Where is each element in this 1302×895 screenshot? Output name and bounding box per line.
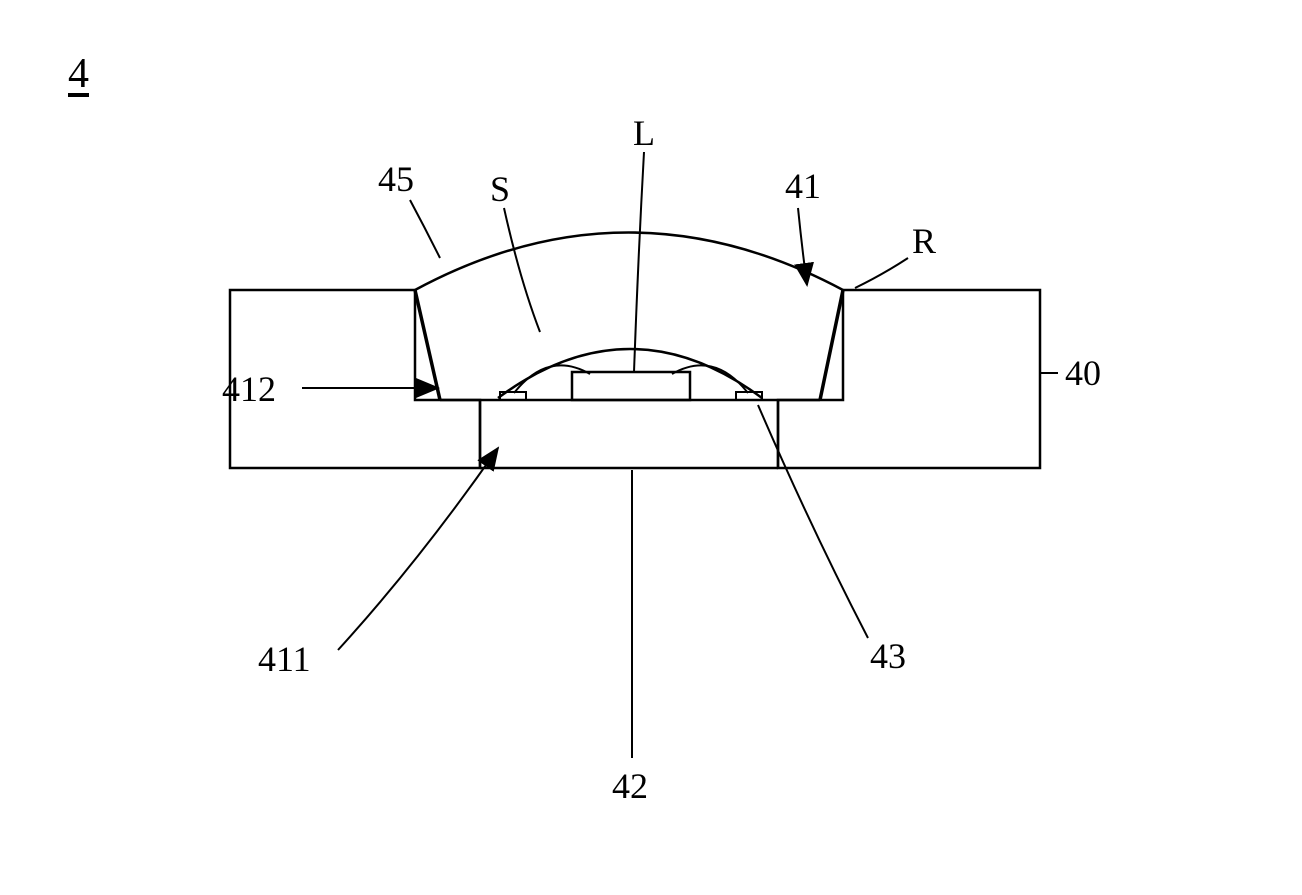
leader-43 bbox=[758, 405, 868, 638]
figure-label: 4 bbox=[68, 50, 89, 98]
label-43: 43 bbox=[870, 635, 906, 677]
cavity-wall-left-upper bbox=[415, 290, 440, 400]
inner-encapsulant bbox=[498, 349, 762, 398]
leader-L bbox=[634, 152, 644, 372]
label-L: L bbox=[633, 112, 655, 154]
leader-45 bbox=[410, 200, 440, 258]
leader-41 bbox=[798, 208, 807, 285]
leader-411 bbox=[338, 448, 498, 650]
diagram-container: 4 L S R 40 41 42 43 45 411 412 bbox=[0, 0, 1302, 895]
label-42: 42 bbox=[612, 765, 648, 807]
label-S: S bbox=[490, 168, 510, 210]
leader-S bbox=[504, 208, 540, 332]
label-411: 411 bbox=[258, 638, 311, 680]
leader-R bbox=[855, 258, 908, 288]
body-right bbox=[778, 290, 1040, 468]
dome-lens bbox=[415, 233, 843, 291]
chip bbox=[572, 372, 690, 400]
label-45: 45 bbox=[378, 158, 414, 200]
label-412: 412 bbox=[222, 368, 276, 410]
bond-wire-right bbox=[672, 365, 748, 393]
cavity-wall-right-upper bbox=[820, 290, 843, 400]
label-R: R bbox=[912, 220, 936, 262]
label-41: 41 bbox=[785, 165, 821, 207]
label-40: 40 bbox=[1065, 352, 1101, 394]
